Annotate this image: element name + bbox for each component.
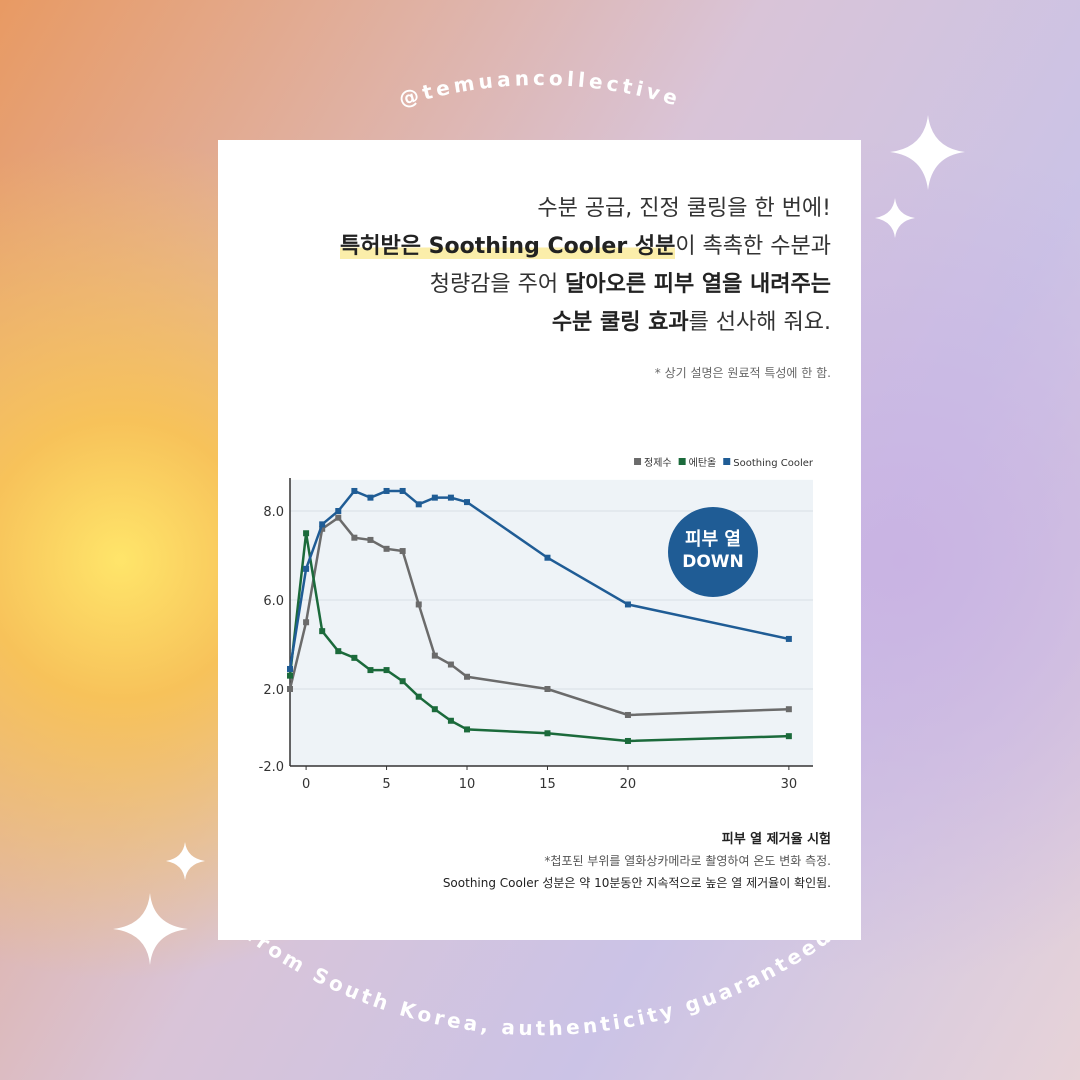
marker [367,667,374,674]
marker [383,667,390,674]
x-tick-label: 5 [382,777,390,792]
y-tick-label: 8.0 [263,505,284,520]
legend-swatch [678,458,686,465]
marker [303,619,310,626]
headline: 청량감을 주어 달아오른 피부 열을 내려주는 [430,266,831,298]
marker [399,487,406,494]
marker [367,494,374,501]
marker [319,628,326,635]
caption: *첩포된 부위를 열화상카메라로 촬영하여 온도 변화 측정. [544,854,831,868]
marker [351,654,358,661]
badge-text: 피부 열 [685,529,741,550]
marker [383,545,390,552]
note: * 상기 설명은 원료적 특성에 한 함. [654,366,831,380]
handle-text: @temuancollective [396,66,680,111]
marker [431,494,438,501]
y-tick-label: -2.0 [259,760,284,775]
marker [351,534,358,541]
y-tick-label: 2.0 [263,683,284,698]
marker [447,494,454,501]
text: 수분 쿨링 효과 [551,310,689,335]
x-tick-label: 0 [302,777,310,792]
marker [544,730,551,737]
marker [624,711,631,718]
sparkle [875,198,915,238]
marker [415,693,422,700]
marker [399,548,406,555]
legend-swatch [723,458,731,465]
marker [544,686,551,692]
headline: 수분 쿨링 효과를 선사해 줘요. [552,304,831,336]
sparkle [166,842,205,880]
marker [367,536,374,543]
marker [303,565,310,572]
marker [464,726,471,733]
headline: 수분 공급, 진정 쿨링을 한 번에! [537,190,831,222]
marker [785,635,792,642]
legend-label: 에탄올 [689,457,717,469]
marker [319,521,326,528]
marker [399,678,406,685]
x-tick-label: 10 [459,777,476,792]
marker [335,514,342,521]
sparkle [113,893,188,965]
marker [431,706,438,713]
y-tick-label: 6.0 [263,594,284,609]
text: 수분 공급, 진정 쿨링을 한 번에! [537,196,831,221]
text: 를 선사해 줘요. [688,310,831,335]
x-tick-label: 30 [781,777,798,792]
marker [447,717,454,724]
handle: @temuancollective [396,66,684,111]
marker [287,665,293,672]
marker [287,686,293,692]
sparkle [890,115,965,190]
marker [303,530,310,537]
footer-text: from South Korea, authenticity guarantee… [243,923,835,1040]
text: 달아오른 피부 열을 내려주는 [565,272,831,297]
marker [624,601,631,608]
x-tick-label: 15 [539,777,556,792]
marker [464,499,471,506]
caption-title: 피부 열 제거율 시험 [721,832,831,847]
marker [431,652,438,659]
marker [624,737,631,744]
marker [335,508,342,514]
headline: 특허받은 Soothing Cooler 성분이 촉촉한 수분과 [340,228,831,260]
marker [464,673,471,680]
text: 특허받은 Soothing Cooler 성분 [340,234,676,259]
marker [785,733,792,740]
legend-swatch [634,458,642,465]
text: 이 촉촉한 수분과 [675,234,831,259]
marker [383,487,390,494]
x-tick-label: 20 [620,777,637,792]
sparkles [113,115,965,965]
marker [351,487,358,494]
marker [287,672,293,679]
legend-label: Soothing Cooler [733,458,814,469]
marker [415,601,422,608]
text: 청량감을 주어 [429,272,566,297]
marker [447,661,454,668]
marker [785,706,792,713]
marker [319,525,326,532]
marker [415,501,422,508]
marker [335,648,342,655]
caption: Soothing Cooler 성분은 약 10분동안 지속적으로 높은 열 제… [442,876,831,890]
badge-text: DOWN [682,552,744,572]
footer: from South Korea, authenticity guarantee… [243,923,838,1040]
marker [544,554,551,561]
badge [668,507,758,597]
legend-label: 정제수 [644,457,672,469]
